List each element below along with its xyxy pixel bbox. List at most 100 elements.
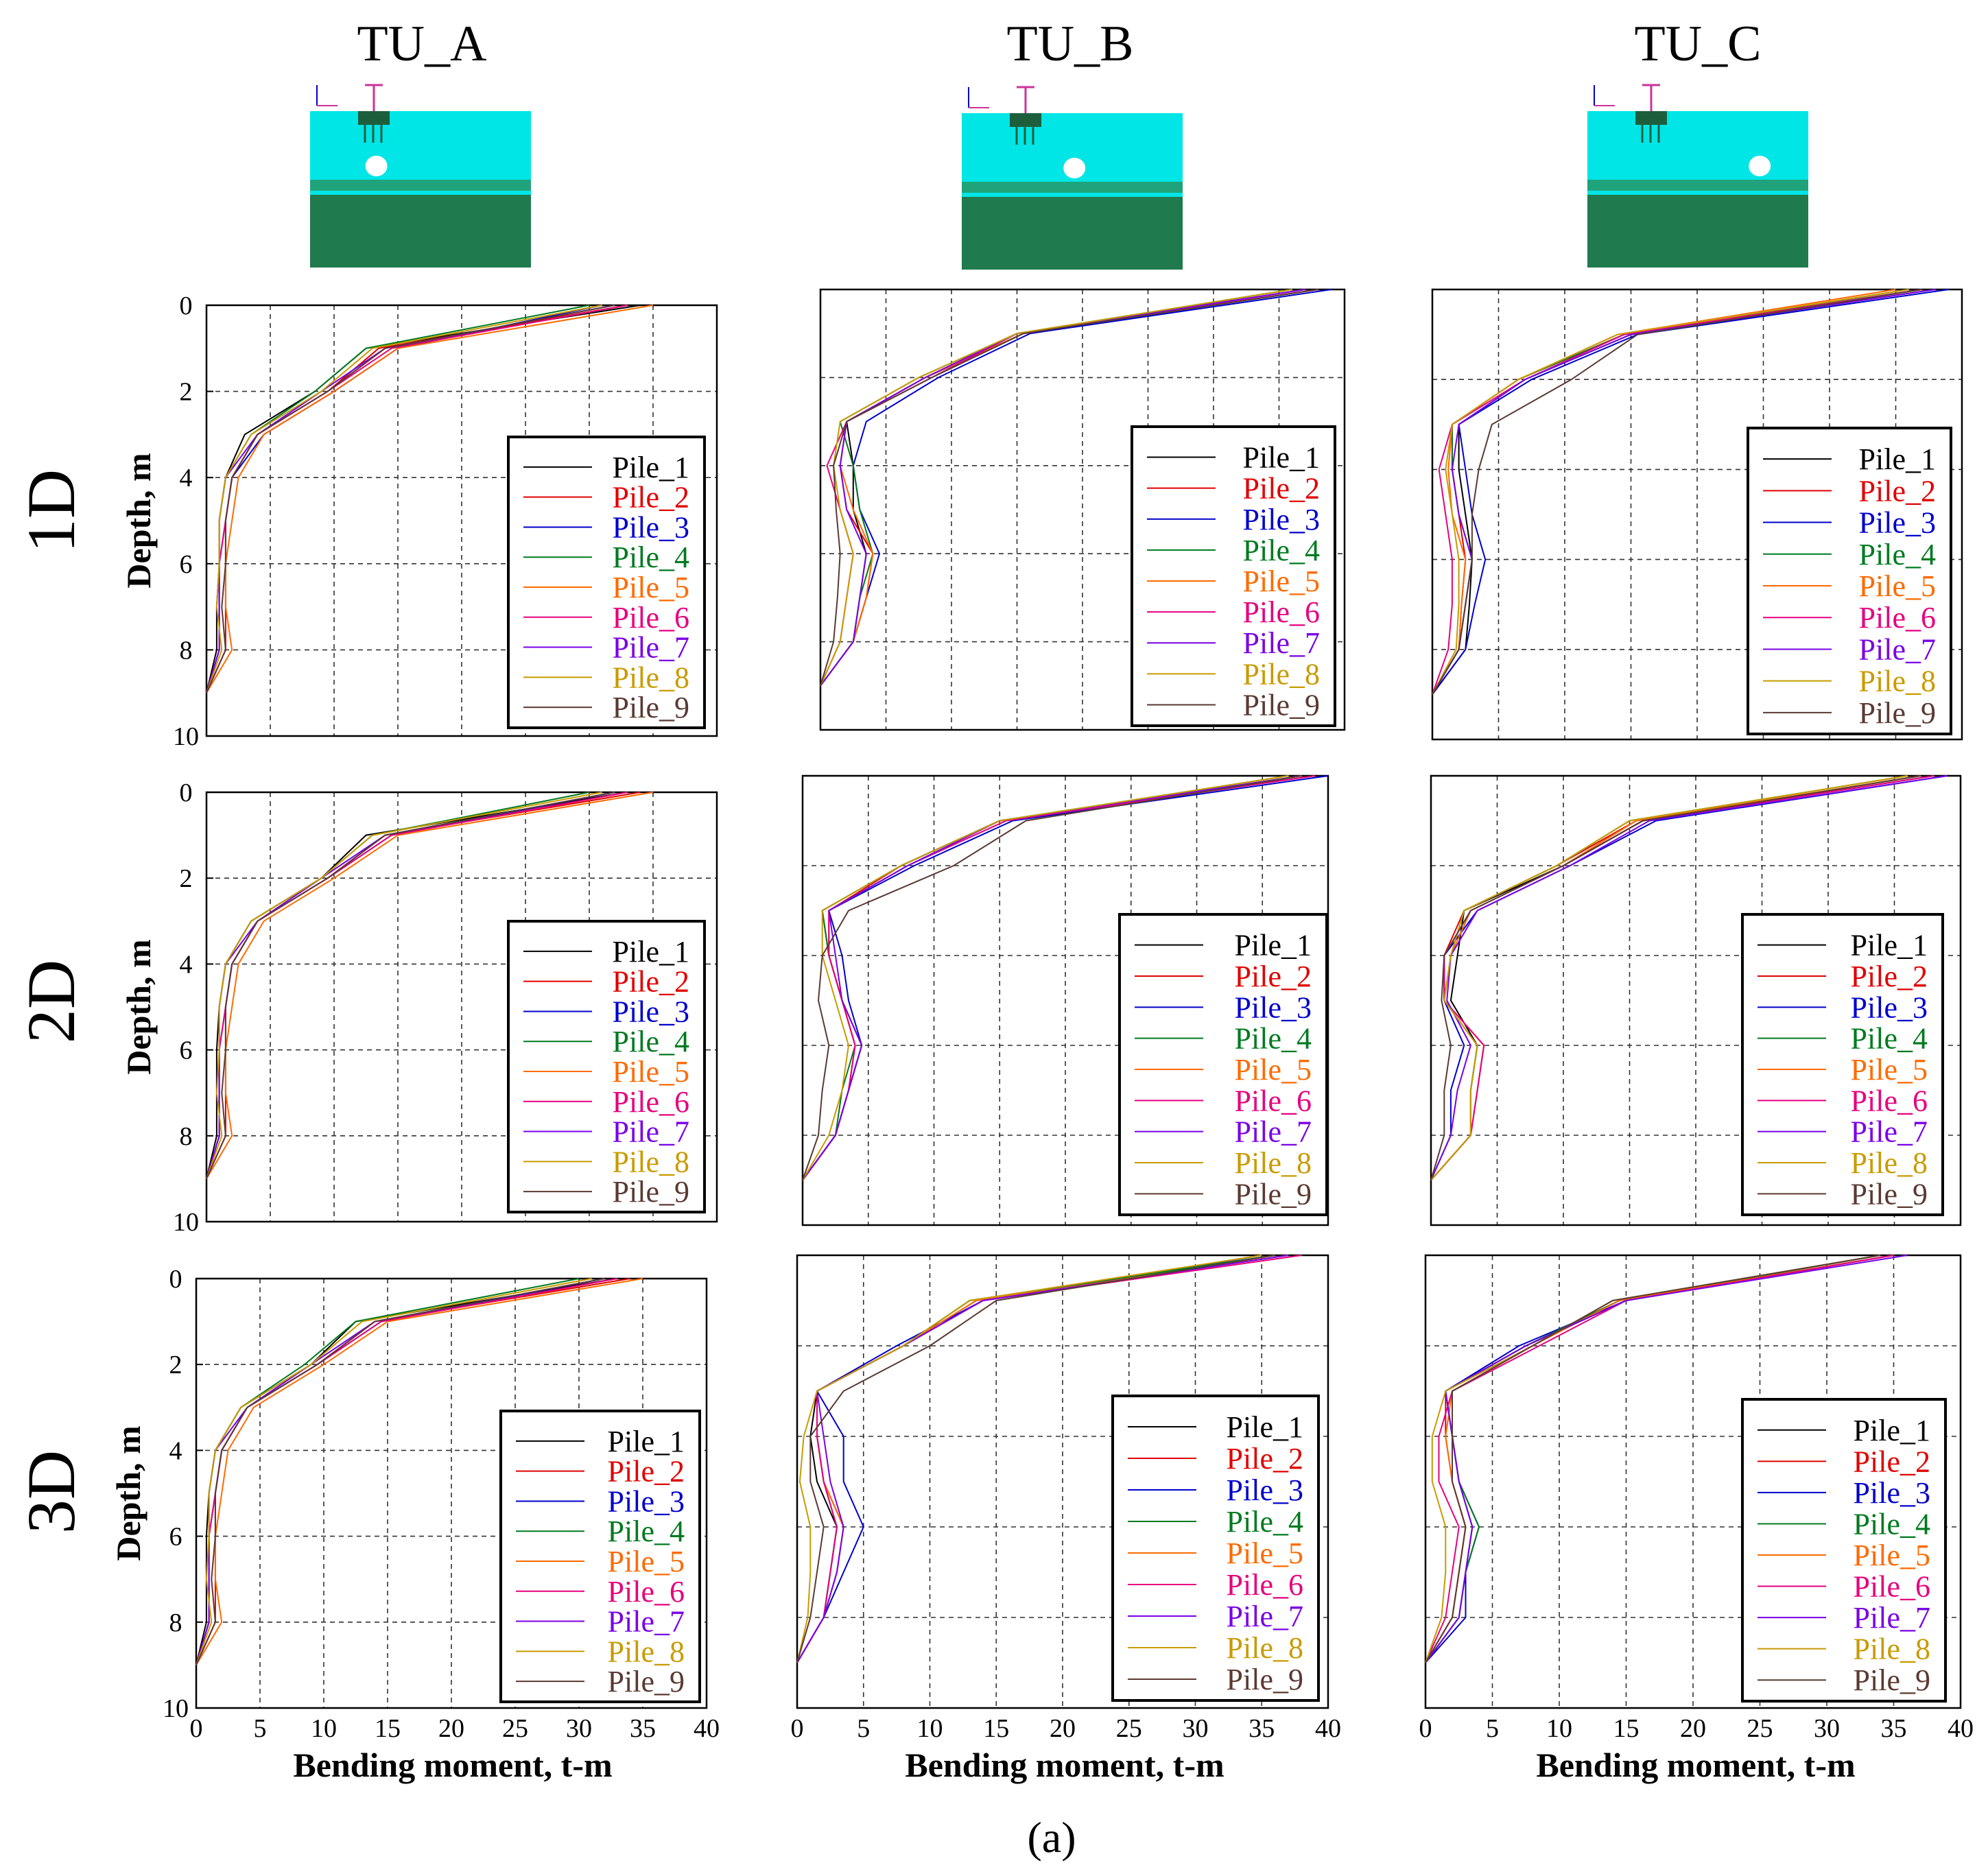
series-line-pile-8 [1430, 775, 1908, 1181]
pile-cap [1010, 113, 1041, 127]
legend-label: Pile_6 [1854, 1570, 1930, 1604]
tunnel-opening [1749, 156, 1771, 176]
series-line-pile-8 [802, 775, 1289, 1181]
legend-label: Pile_3 [1235, 991, 1312, 1024]
legend-label: Pile_2 [608, 1455, 685, 1488]
legend: Pile_1Pile_2Pile_3Pile_4Pile_5Pile_6Pile… [1131, 425, 1336, 727]
legend-label: Pile_7 [1859, 632, 1936, 666]
x-tick-label: 40 [1948, 1714, 1974, 1743]
series-line-pile-5 [206, 305, 654, 693]
legend-label: Pile_9 [613, 691, 689, 724]
legend-box [507, 920, 706, 1213]
y-tick-label: 2 [180, 864, 193, 893]
row-label-3d: 3D [13, 1450, 89, 1534]
model-thumbnails [310, 84, 1808, 270]
legend-box [1741, 1398, 1947, 1703]
x-tick-label: 5 [857, 1714, 870, 1743]
legend-label: Pile_3 [613, 995, 689, 1028]
legend-label: Pile_5 [613, 1055, 689, 1089]
legend-label: Pile_5 [608, 1545, 685, 1578]
legend: Pile_1Pile_2Pile_3Pile_4Pile_5Pile_6Pile… [1741, 913, 1944, 1216]
legend-label: Pile_9 [1851, 1177, 1928, 1211]
soil-interface [1587, 180, 1808, 191]
plot-frame [796, 1254, 1329, 1709]
chart-panel-2: Pile_1Pile_2Pile_3Pile_4Pile_5Pile_6Pile… [819, 288, 1346, 731]
legend-label: Pile_5 [1243, 565, 1320, 598]
legend-label: Pile_3 [1243, 503, 1320, 536]
column-title-tu-c: TU_C [1635, 16, 1762, 72]
legend-label: Pile_8 [608, 1635, 685, 1668]
legend-label: Pile_9 [1235, 1177, 1312, 1211]
legend: Pile_1Pile_2Pile_3Pile_4Pile_5Pile_6Pile… [1747, 427, 1952, 735]
y-axis-title: Depth, m [109, 1425, 147, 1561]
legend-label: Pile_3 [613, 510, 689, 544]
legend-box [1741, 913, 1944, 1216]
legend-box [1118, 913, 1328, 1216]
soil-thin-layer [1587, 191, 1808, 195]
legend-box [1747, 427, 1952, 735]
legend-label: Pile_9 [608, 1665, 685, 1698]
legend-label: Pile_8 [1235, 1146, 1312, 1180]
legend-label: Pile_1 [1851, 929, 1928, 962]
legend-label: Pile_2 [1227, 1442, 1303, 1475]
y-tick-label: 0 [180, 779, 193, 807]
legend-label: Pile_6 [608, 1575, 685, 1609]
x-tick-label: 25 [1747, 1714, 1773, 1743]
y-tick-label: 10 [173, 722, 199, 751]
x-tick-label: 10 [917, 1714, 943, 1743]
legend-label: Pile_5 [1235, 1053, 1312, 1087]
legend-label: Pile_2 [1235, 960, 1312, 993]
y-tick-label: 6 [180, 550, 193, 579]
chart-panel-8: 0 5 10 15 20 25 30 35 40 Pile_1Pile_2Pile_3Pile_4… [791, 1254, 1341, 1743]
x-tick-label: 35 [1881, 1714, 1907, 1743]
series-line-pile-9 [1430, 775, 1921, 1181]
soil-upper-layer [310, 111, 531, 180]
legend: Pile_1Pile_2Pile_3Pile_4Pile_5Pile_6Pile… [499, 1410, 701, 1703]
legend-label: Pile_1 [613, 935, 689, 969]
y-tick-label: 8 [180, 1122, 193, 1151]
series-line-pile-9 [820, 289, 1318, 687]
legend-label: Pile_8 [1859, 665, 1936, 698]
plot-frame [1430, 774, 1962, 1226]
chart-panel-9: 0 5 10 15 20 25 30 35 40Pile_1Pile_2Pile_3Pile_4… [1419, 1254, 1974, 1743]
y-tick-label: 6 [180, 1036, 193, 1065]
legend-box [1111, 1395, 1320, 1702]
legend-label: Pile_6 [1227, 1568, 1303, 1602]
x-tick-label: 5 [1486, 1714, 1499, 1743]
plot-frame [195, 1277, 708, 1709]
legend-label: Pile_1 [1854, 1414, 1930, 1447]
plot-frame [205, 304, 718, 737]
legend-label: Pile_4 [1854, 1507, 1930, 1541]
legend-label: Pile_4 [1859, 538, 1936, 571]
chart-panel-5: Pile_1Pile_2Pile_3Pile_4Pile_5Pile_6Pile… [801, 774, 1329, 1226]
y-tick-label: 8 [169, 1609, 182, 1637]
series-line-pile-8 [1432, 289, 1909, 695]
legend-label: Pile_5 [1851, 1053, 1928, 1087]
legend-label: Pile_7 [613, 631, 689, 665]
legend-label: Pile_8 [1227, 1631, 1303, 1665]
pile-cap [358, 111, 390, 125]
y-tick-label: 4 [169, 1436, 182, 1465]
model-thumbnail-tu-b [962, 86, 1183, 270]
x-tick-label: 0 [1419, 1714, 1432, 1743]
legend-label: Pile_6 [1851, 1084, 1928, 1117]
legend: Pile_1Pile_2Pile_3Pile_4Pile_5Pile_6Pile… [507, 920, 706, 1213]
legend-label: Pile_4 [608, 1515, 685, 1548]
x-tick-label: 35 [630, 1714, 656, 1743]
legend-label: Pile_4 [1851, 1022, 1928, 1056]
legend-label: Pile_4 [613, 541, 689, 574]
legend-label: Pile_2 [613, 481, 689, 514]
legend-label: Pile_2 [1243, 472, 1320, 506]
x-tick-label: 10 [1546, 1714, 1572, 1743]
legend-label: Pile_7 [1227, 1600, 1303, 1633]
legend-label: Pile_3 [1859, 506, 1936, 540]
legend-label: Pile_8 [1854, 1633, 1930, 1666]
y-tick-label: 4 [180, 464, 193, 493]
legend-label: Pile_9 [1859, 696, 1936, 730]
series-line-pile-9 [802, 775, 1302, 1181]
legend-label: Pile_2 [613, 965, 689, 999]
